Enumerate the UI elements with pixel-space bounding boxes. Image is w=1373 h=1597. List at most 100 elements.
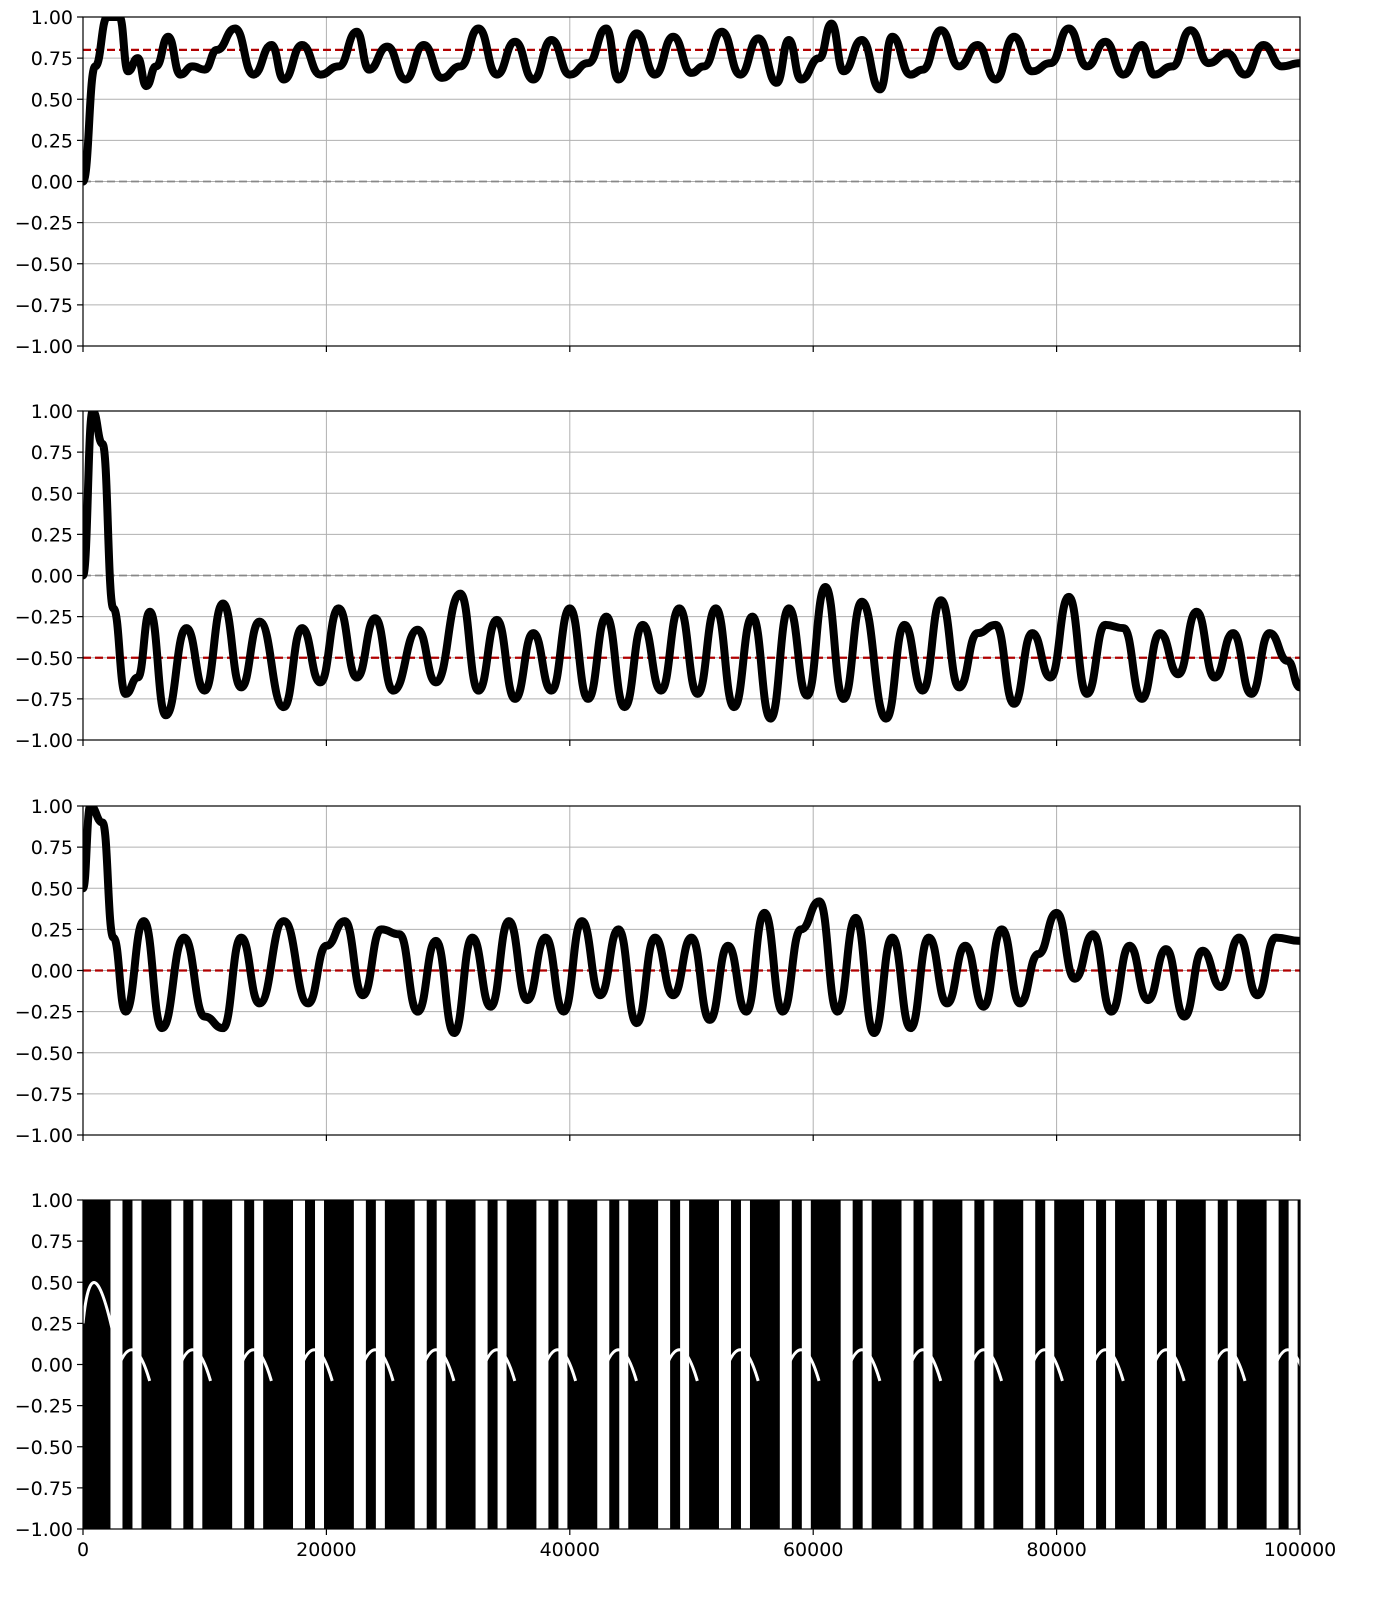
series-arch <box>842 1348 882 1382</box>
series-arch <box>659 1348 699 1382</box>
y-tick-label: −0.50 <box>15 254 73 276</box>
series-gap <box>901 1200 914 1529</box>
series-gap <box>984 1200 994 1529</box>
y-tick-label: −1.00 <box>15 1519 73 1541</box>
y-tick-label: 0.50 <box>31 1272 73 1294</box>
x-tick-label: 0 <box>77 1539 89 1561</box>
series-arch <box>781 1348 821 1382</box>
y-tick-label: 0.50 <box>31 878 73 900</box>
y-tick-label: 1.00 <box>31 1190 73 1212</box>
series-arch <box>294 1348 334 1382</box>
y-tick-label: 0.25 <box>31 919 73 941</box>
x-tick-label: 20000 <box>296 1539 356 1561</box>
y-tick-label: −0.75 <box>15 1084 73 1106</box>
y-tick-label: −0.25 <box>15 1002 73 1024</box>
series-gap <box>779 1200 792 1529</box>
series-arch <box>1024 1348 1064 1382</box>
series-gap <box>862 1200 872 1529</box>
series-arch <box>233 1348 273 1382</box>
series-arch <box>477 1348 517 1382</box>
subplot-3: 1.00 0.75 0.50 0.25 0.00 −0.25 −0.50 −0.75 −1.00 <box>15 796 1301 1147</box>
y-tick-label: −0.75 <box>15 1478 73 1500</box>
y-tick-label: 0.50 <box>31 89 73 111</box>
y-tick-label: −1.00 <box>15 336 73 358</box>
y-tick-label: −1.00 <box>15 1125 73 1147</box>
y-tick-label: −0.50 <box>15 1437 73 1459</box>
y-tick-label: 0.75 <box>31 48 73 70</box>
series-gap <box>497 1200 507 1529</box>
series-line <box>83 17 1300 186</box>
series-gap <box>293 1200 306 1529</box>
series-gap <box>1023 1200 1036 1529</box>
y-tick-label: 0.00 <box>31 961 73 983</box>
series-gap <box>1266 1200 1279 1529</box>
y-tick-label: 0.75 <box>31 837 73 859</box>
series-gap <box>962 1200 975 1529</box>
series-gap <box>1106 1200 1116 1529</box>
y-tick-label: 0.00 <box>31 566 73 588</box>
series-gap <box>375 1200 385 1529</box>
series-arch <box>112 1348 152 1382</box>
series-arch <box>416 1348 456 1382</box>
series-gap <box>232 1200 245 1529</box>
series-gap <box>171 1200 184 1529</box>
series-gap <box>315 1200 325 1529</box>
series-gap <box>619 1200 629 1529</box>
y-tick-label: −0.25 <box>15 213 73 235</box>
y-tick-label: 1.00 <box>31 7 73 29</box>
series-gap <box>740 1200 750 1529</box>
series-gap <box>658 1200 671 1529</box>
y-tick-label: 1.00 <box>31 401 73 423</box>
y-tick-label: −0.75 <box>15 689 73 711</box>
y-tick-label: −1.00 <box>15 730 73 752</box>
series-arch <box>1146 1348 1186 1382</box>
series-line <box>83 806 1300 1037</box>
series-arch <box>720 1348 760 1382</box>
y-tick-label: 0.75 <box>31 442 73 464</box>
series-gap <box>1205 1200 1218 1529</box>
series-arch <box>1085 1348 1125 1382</box>
series-gap <box>558 1200 568 1529</box>
series-gap <box>1144 1200 1157 1529</box>
series-arch <box>903 1348 943 1382</box>
series-gap <box>1288 1200 1298 1529</box>
series-gap <box>680 1200 690 1529</box>
subplot-2: 1.00 0.75 0.50 0.25 0.00 −0.25 −0.50 −0.75 −1.00 <box>15 401 1301 752</box>
series-gap <box>193 1200 203 1529</box>
series-arch <box>173 1348 212 1382</box>
series-gap <box>414 1200 427 1529</box>
x-tick-label: 60000 <box>783 1539 843 1561</box>
series-gap <box>840 1200 853 1529</box>
y-tick-label: 0.25 <box>31 1313 73 1335</box>
y-tick-label: −0.50 <box>15 1043 73 1065</box>
series-gap <box>436 1200 446 1529</box>
series-line <box>83 411 1300 723</box>
series-arch <box>538 1348 578 1382</box>
y-tick-label: −0.75 <box>15 295 73 317</box>
series-arch <box>355 1348 395 1382</box>
series-arch <box>1268 1348 1300 1382</box>
series-gap <box>597 1200 610 1529</box>
series-gap <box>718 1200 731 1529</box>
y-tick-label: 0.00 <box>31 172 73 194</box>
series-gap <box>254 1200 264 1529</box>
series-arch <box>599 1348 638 1382</box>
x-tick-label: 40000 <box>540 1539 600 1561</box>
y-tick-label: −0.25 <box>15 1396 73 1418</box>
series-dense-bands <box>83 1200 1300 1529</box>
series-arch <box>1207 1348 1247 1382</box>
x-tick-label: 100000 <box>1264 1539 1337 1561</box>
y-tick-label: 0.00 <box>31 1355 73 1377</box>
series-gap <box>110 1200 123 1529</box>
series-gap <box>1166 1200 1176 1529</box>
series-gap <box>923 1200 933 1529</box>
series-gap <box>1227 1200 1237 1529</box>
series-arch <box>964 1348 1004 1382</box>
series-gap <box>475 1200 488 1529</box>
y-tick-label: 0.25 <box>31 130 73 152</box>
y-tick-label: 0.50 <box>31 483 73 505</box>
series-gap <box>353 1200 366 1529</box>
y-tick-label: −0.50 <box>15 648 73 670</box>
y-tick-label: −0.25 <box>15 607 73 629</box>
